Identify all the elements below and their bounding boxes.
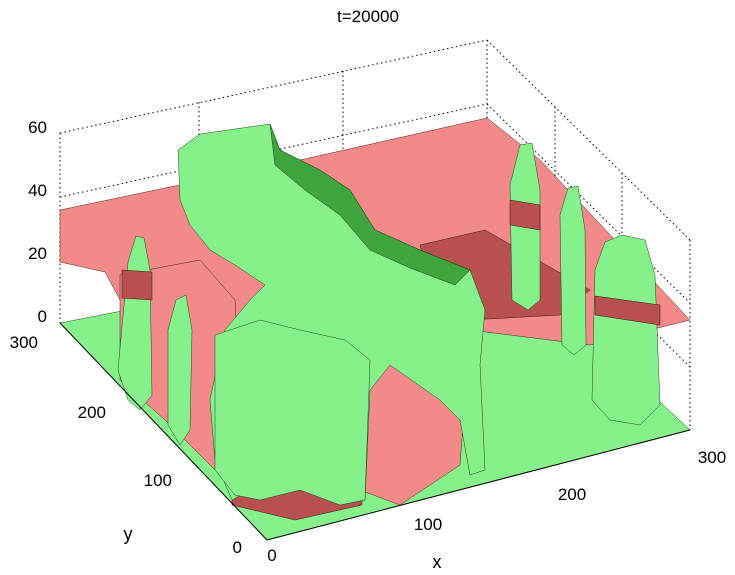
x-tick-label: 0 (267, 546, 276, 565)
green-peak-mid (167, 294, 193, 446)
z-tick-label: 60 (28, 118, 47, 137)
x-axis-label: x (433, 552, 442, 572)
y-tick-label: 0 (233, 538, 242, 557)
red-band-peak-left (121, 269, 153, 301)
box-back-top-left (59, 39, 488, 134)
y-axis: 300 200 100 0 y (10, 333, 242, 557)
green-ridge-shade (269, 123, 471, 286)
chart-title: t=20000 (337, 7, 399, 26)
x-axis: 0 100 200 300 x (267, 448, 726, 572)
z-tick-label: 40 (28, 181, 47, 200)
z-axis: 0 20 40 60 (28, 118, 47, 326)
x-tick-label: 100 (414, 515, 442, 534)
front-axes (59, 322, 691, 541)
green-peak-right3 (591, 234, 661, 426)
y-axis-label: y (124, 524, 133, 544)
green-front-block (214, 319, 371, 506)
green-peaks (117, 123, 661, 506)
y-tick-label: 100 (144, 471, 172, 490)
z-tick-label: 20 (28, 244, 47, 263)
grid-z40-back (59, 103, 488, 198)
x-tick-label: 300 (698, 448, 726, 467)
x-tick-label: 200 (558, 485, 586, 504)
y-tick-label: 300 (10, 333, 38, 352)
y-axis-line (59, 322, 268, 541)
red-band-peak-right3 (594, 295, 661, 326)
green-peak-right2 (559, 185, 587, 356)
red-band-peak-right1 (509, 199, 541, 231)
y-tick-label: 200 (78, 403, 106, 422)
z-tick-label: 0 (38, 307, 47, 326)
x-axis-line (266, 429, 691, 541)
